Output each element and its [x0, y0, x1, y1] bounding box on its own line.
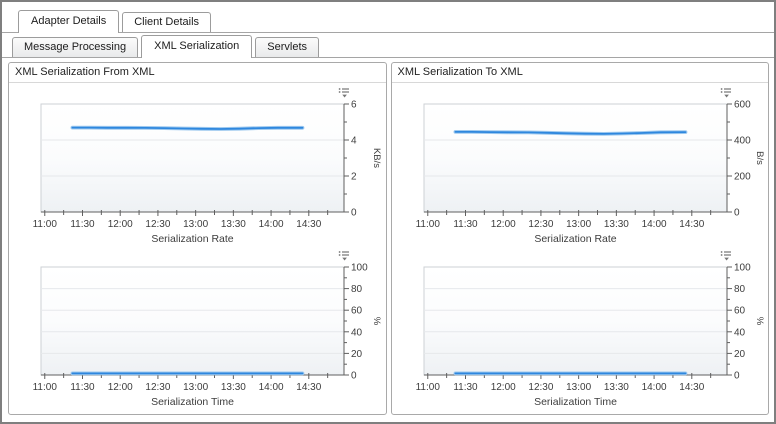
- svg-text:Serialization Rate: Serialization Rate: [534, 233, 616, 245]
- tab-xml-serialization[interactable]: XML Serialization: [141, 35, 253, 58]
- svg-text:60: 60: [351, 306, 363, 317]
- svg-text:11:30: 11:30: [453, 382, 478, 393]
- chart-to-xml-serialization-rate: 0 200 400 600 11:00 11:30 12:00 12:30 13:00 13:30…: [394, 83, 769, 246]
- svg-text:20: 20: [734, 349, 746, 360]
- svg-text:0: 0: [351, 208, 357, 219]
- panel-title: XML Serialization From XML: [9, 63, 386, 83]
- svg-text:200: 200: [734, 172, 751, 183]
- chart-from-xml-serialization-rate: 0 2 4 6 11:00 11:30 12:00 12:30 13:00 13:30 14:00 1…: [11, 83, 386, 246]
- serialization-rate-plot: 0 2 4 6 11:00 11:30 12:00 12:30 13:00 13:30 14:00 1…: [33, 100, 382, 246]
- secondary-tab-bar: Message Processing XML Serialization Ser…: [2, 34, 774, 58]
- svg-text:600: 600: [734, 100, 751, 111]
- svg-text:12:30: 12:30: [145, 382, 170, 393]
- svg-text:80: 80: [351, 284, 363, 295]
- svg-text:14:30: 14:30: [679, 219, 704, 230]
- serialization-rate-plot: 0 200 400 600 11:00 11:30 12:00 12:30 13:00 13:30…: [415, 100, 765, 246]
- svg-text:13:00: 13:00: [566, 382, 591, 393]
- svg-text:12:00: 12:00: [108, 382, 133, 393]
- svg-text:%: %: [371, 317, 382, 326]
- svg-text:12:00: 12:00: [490, 219, 515, 230]
- svg-text:100: 100: [351, 263, 368, 274]
- tab-adapter-details[interactable]: Adapter Details: [18, 10, 120, 33]
- svg-text:14:00: 14:00: [259, 219, 284, 230]
- svg-text:11:00: 11:00: [33, 382, 58, 393]
- svg-text:400: 400: [734, 136, 751, 147]
- svg-text:0: 0: [734, 371, 740, 382]
- svg-text:0: 0: [351, 371, 357, 382]
- svg-text:14:00: 14:00: [259, 382, 284, 393]
- svg-text:12:30: 12:30: [528, 219, 553, 230]
- svg-text:13:00: 13:00: [566, 219, 591, 230]
- svg-text:40: 40: [734, 327, 746, 338]
- svg-text:14:00: 14:00: [641, 382, 666, 393]
- svg-text:11:30: 11:30: [453, 219, 478, 230]
- svg-text:12:00: 12:00: [490, 382, 515, 393]
- svg-text:11:00: 11:00: [33, 219, 58, 230]
- svg-text:2: 2: [351, 172, 357, 183]
- svg-text:14:00: 14:00: [641, 219, 666, 230]
- svg-text:13:30: 13:30: [603, 382, 628, 393]
- svg-text:KB/s: KB/s: [371, 148, 382, 168]
- svg-text:60: 60: [734, 306, 746, 317]
- svg-text:12:30: 12:30: [145, 219, 170, 230]
- panel-xml-serialization-to-xml: XML Serialization To XML 0 200 400 600 11:00…: [390, 62, 769, 415]
- svg-text:Serialization Time: Serialization Time: [151, 396, 234, 408]
- svg-text:13:00: 13:00: [183, 382, 208, 393]
- svg-text:13:30: 13:30: [221, 382, 246, 393]
- chart-to-xml-serialization-time: 0 20 40 60 80 100 11:00 11:30 12:00 12:30 13:00 13:…: [394, 246, 769, 409]
- svg-text:11:00: 11:00: [415, 219, 440, 230]
- panel-xml-serialization-from-xml: XML Serialization From XML 0 2 4 6 11:00 11:3…: [8, 62, 387, 415]
- svg-text:14:30: 14:30: [296, 382, 321, 393]
- svg-text:4: 4: [351, 136, 357, 147]
- svg-text:11:30: 11:30: [70, 382, 95, 393]
- svg-text:%: %: [754, 317, 765, 326]
- svg-text:B/s: B/s: [754, 151, 765, 165]
- legend-menu-icon[interactable]: [720, 248, 732, 261]
- legend-menu-icon[interactable]: [338, 248, 350, 261]
- serialization-time-plot: 0 20 40 60 80 100 11:00 11:30 12:00 12:30 13:00 13:…: [33, 263, 382, 409]
- svg-text:11:00: 11:00: [415, 382, 440, 393]
- svg-text:12:00: 12:00: [108, 219, 133, 230]
- serialization-time-plot: 0 20 40 60 80 100 11:00 11:30 12:00 12:30 13:00 13:…: [415, 263, 765, 409]
- svg-text:20: 20: [351, 349, 363, 360]
- tab-message-processing[interactable]: Message Processing: [12, 37, 139, 57]
- legend-menu-icon[interactable]: [720, 85, 732, 98]
- tab-client-details[interactable]: Client Details: [122, 12, 212, 32]
- chart-from-xml-serialization-time: 0 20 40 60 80 100 11:00 11:30 12:00 12:30 13:00 13:…: [11, 246, 386, 409]
- svg-text:6: 6: [351, 100, 357, 111]
- svg-text:12:30: 12:30: [528, 382, 553, 393]
- svg-text:14:30: 14:30: [679, 382, 704, 393]
- svg-text:13:30: 13:30: [221, 219, 246, 230]
- panels-container: XML Serialization From XML 0 2 4 6 11:00 11:3…: [2, 58, 774, 421]
- svg-text:100: 100: [734, 263, 751, 274]
- svg-text:13:30: 13:30: [603, 219, 628, 230]
- svg-text:80: 80: [734, 284, 746, 295]
- tab-servlets[interactable]: Servlets: [255, 37, 320, 57]
- svg-text:Serialization Rate: Serialization Rate: [151, 233, 233, 245]
- svg-text:0: 0: [734, 208, 740, 219]
- svg-text:Serialization Time: Serialization Time: [534, 396, 617, 408]
- svg-text:14:30: 14:30: [296, 219, 321, 230]
- panel-title: XML Serialization To XML: [391, 63, 768, 83]
- primary-tab-bar: Adapter Details Client Details: [2, 8, 774, 33]
- legend-menu-icon[interactable]: [338, 85, 350, 98]
- svg-text:13:00: 13:00: [183, 219, 208, 230]
- svg-text:40: 40: [351, 327, 363, 338]
- svg-text:11:30: 11:30: [70, 219, 95, 230]
